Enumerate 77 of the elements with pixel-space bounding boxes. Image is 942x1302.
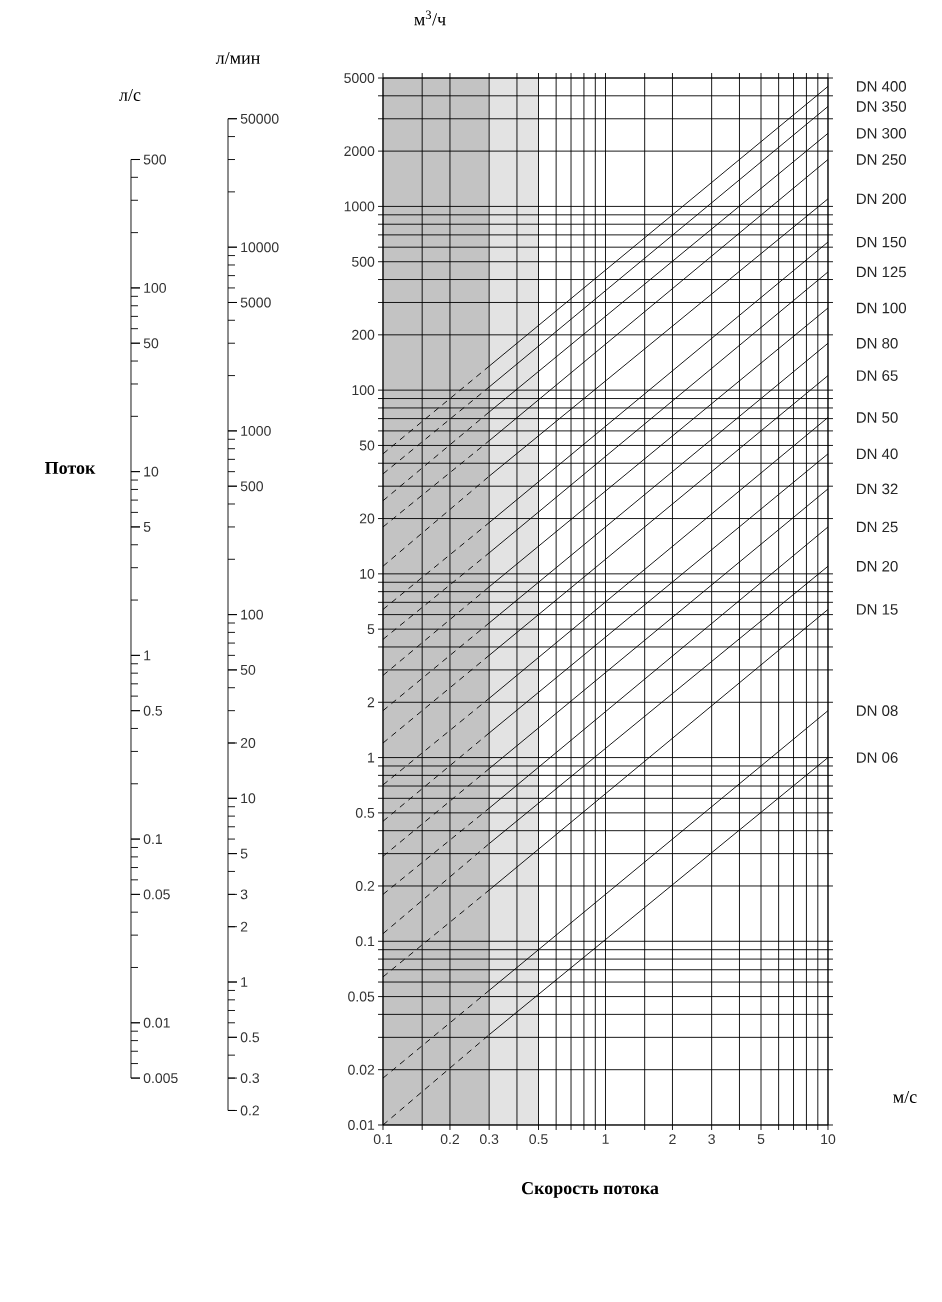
legend-label: DN 125 bbox=[857, 266, 906, 278]
x-tick-label: 10 bbox=[821, 1134, 836, 1145]
text: 20 bbox=[240, 738, 256, 748]
legend-label: DN 400 bbox=[857, 81, 907, 92]
text: 50 bbox=[240, 664, 256, 675]
y-tick-label: 0.05 bbox=[348, 991, 375, 1002]
x-tick-label: 2 bbox=[669, 1134, 676, 1144]
legend-label: DN 06 bbox=[857, 752, 898, 763]
y-tick-label: 1 bbox=[368, 752, 375, 763]
text: 1000 bbox=[241, 425, 271, 436]
legend-label: DN 250 bbox=[857, 154, 907, 165]
series-label: DN 65 bbox=[857, 370, 898, 381]
text: 10000 bbox=[241, 242, 279, 253]
legend-label: DN 50 bbox=[857, 412, 898, 423]
text: 1 bbox=[241, 977, 248, 987]
legend-label: DN 15 bbox=[857, 604, 898, 615]
x-tick-label: 1 bbox=[602, 1134, 609, 1144]
y-tick-label: 5000 bbox=[344, 73, 375, 83]
text: л/мин bbox=[215, 51, 260, 65]
y-tick-label: 0.1 bbox=[355, 936, 375, 947]
x-tick-label: 0.2 bbox=[440, 1134, 460, 1145]
text: 0.5 bbox=[143, 705, 163, 716]
text: 10 bbox=[241, 793, 256, 804]
text: 5 bbox=[143, 522, 151, 532]
text: 50000 bbox=[240, 113, 279, 124]
legend-label: DN 20 bbox=[857, 560, 898, 572]
text: 0.01 bbox=[143, 1017, 170, 1028]
y-tick-label: 50 bbox=[359, 440, 375, 451]
text: 0.005 bbox=[143, 1073, 178, 1084]
text: Поток bbox=[44, 462, 96, 474]
text: 100 bbox=[144, 282, 167, 293]
legend-label: DN 25 bbox=[857, 521, 898, 533]
y-tick-label: 1000 bbox=[344, 201, 375, 212]
y-tick-label: 0.02 bbox=[348, 1064, 375, 1075]
legend-label: DN 200 bbox=[857, 193, 907, 205]
text: 5000 bbox=[240, 297, 271, 308]
y-tick-label: 200 bbox=[352, 329, 375, 340]
y-tick-label: 2000 bbox=[344, 146, 375, 157]
legend-label: DN 100 bbox=[857, 302, 907, 314]
text: 1 bbox=[144, 650, 151, 661]
text: 10 bbox=[144, 466, 159, 477]
y-tick-label: 0.01 bbox=[348, 1120, 375, 1130]
text: 500 bbox=[240, 481, 264, 492]
legend-label: DN 32 bbox=[857, 483, 898, 495]
text: 100 bbox=[241, 609, 264, 620]
x-tick-label: 0.5 bbox=[529, 1134, 548, 1145]
y-tick-label: 5 bbox=[367, 624, 375, 635]
x-tick-label: 5 bbox=[757, 1134, 765, 1144]
text: л/с bbox=[119, 88, 141, 102]
x-tick-label: 3 bbox=[708, 1134, 715, 1145]
y-tick-label: 500 bbox=[352, 256, 375, 267]
text: 0.5 bbox=[240, 1032, 260, 1043]
text: 0.05 bbox=[143, 889, 170, 900]
legend-label: DN 40 bbox=[857, 448, 898, 460]
text: 50 bbox=[143, 338, 159, 349]
series-label: DN 300 bbox=[857, 128, 907, 139]
legend-label: DN 150 bbox=[857, 236, 907, 248]
y-tick-label: 0.2 bbox=[355, 881, 375, 891]
text: 3 bbox=[240, 889, 248, 900]
y-tick-label: 2 bbox=[367, 697, 375, 708]
text: 500 bbox=[143, 154, 167, 165]
y-tick-label: 0.5 bbox=[355, 807, 375, 818]
series-label: DN 350 bbox=[857, 101, 907, 112]
text: 5 bbox=[240, 848, 248, 859]
x-tick-label: 0.3 bbox=[479, 1134, 499, 1145]
text: 0.1 bbox=[143, 834, 162, 845]
legend-label: DN 80 bbox=[857, 337, 898, 349]
text: 2 bbox=[240, 921, 248, 932]
x-axis-title: Скорость потока bbox=[521, 1182, 659, 1198]
y-tick-label: 20 bbox=[359, 513, 375, 524]
legend-label: DN 08 bbox=[857, 705, 898, 716]
text: 0.3 bbox=[240, 1073, 260, 1084]
y-tick-label: 100 bbox=[352, 385, 375, 396]
text: м/с bbox=[893, 1090, 917, 1104]
y-axis-title: м$^{3}$/ч bbox=[414, 10, 446, 26]
text: 0.2 bbox=[240, 1105, 259, 1116]
y-tick-label: 10 bbox=[360, 568, 375, 579]
